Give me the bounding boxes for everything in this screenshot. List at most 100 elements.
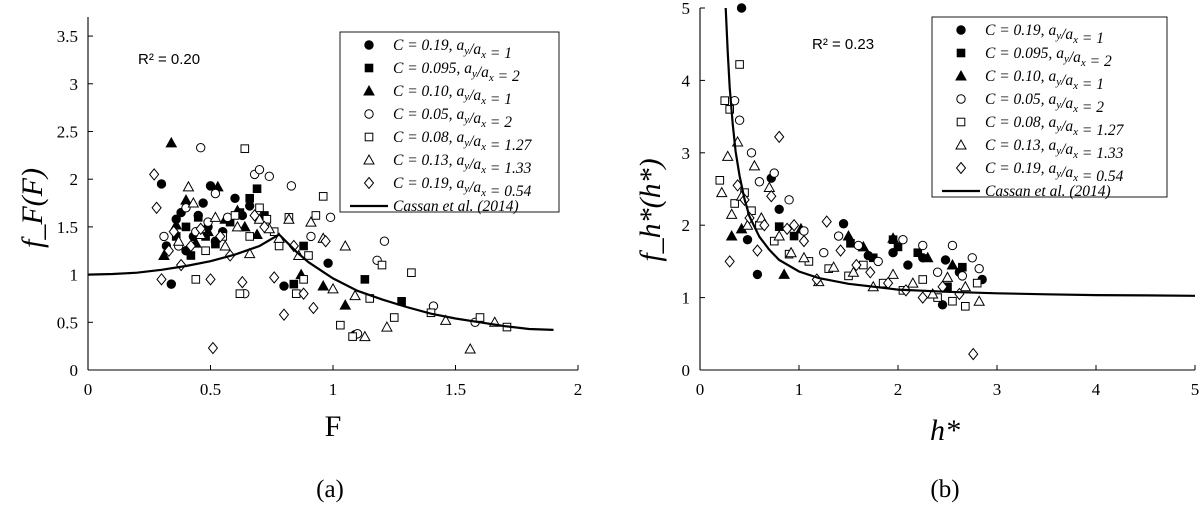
legend-marker (956, 117, 966, 127)
data-point (959, 281, 971, 292)
x-tick-label: 0 (696, 380, 705, 399)
data-point (311, 211, 321, 220)
data-point (736, 3, 747, 13)
legend-label: C = 0.13, ay/ax = 1.33 (985, 137, 1124, 162)
data-point (789, 231, 799, 241)
panel-a-x-ticks: 0 0.5 1 1.5 2 (84, 365, 583, 399)
data-point (726, 230, 738, 241)
data-point (289, 279, 299, 289)
data-point (735, 60, 744, 69)
data-point (957, 271, 968, 281)
data-point (766, 190, 777, 203)
y-tick-label: 5 (682, 0, 691, 18)
data-point (769, 236, 779, 246)
data-point (210, 188, 221, 199)
panel-b-x-ticks: 0 1 2 3 4 5 (696, 365, 1199, 399)
data-point (726, 208, 738, 219)
data-point (917, 291, 928, 304)
panel-a-y-label: f_F(F) (16, 168, 49, 248)
data-point (198, 198, 208, 208)
data-point (245, 201, 255, 211)
data-point (932, 267, 943, 277)
x-tick-label: 2 (574, 380, 583, 399)
data-point (230, 211, 240, 220)
data-point (937, 300, 948, 310)
panel-a-r2-annotation: R² = 0.20 (138, 51, 200, 68)
legend-label: C = 0.19, ay/ax = 0.54 (985, 160, 1124, 185)
data-point (907, 277, 919, 288)
data-point (336, 320, 345, 330)
data-point (947, 240, 958, 251)
data-point (974, 263, 984, 274)
data-point (156, 273, 167, 286)
data-point (252, 184, 262, 194)
legend-label: Cassan et al. (2014) (985, 183, 1111, 200)
x-tick-label: 1 (329, 380, 338, 399)
y-tick-label: 3.5 (57, 27, 78, 46)
data-point (774, 130, 785, 143)
data-point (769, 168, 779, 178)
y-tick-label: 2 (682, 216, 691, 235)
data-point (715, 176, 725, 185)
data-point (913, 248, 923, 258)
data-point (304, 251, 313, 260)
data-point (887, 268, 899, 279)
data-point (730, 199, 739, 208)
legend-label: C = 0.08, ay/ax = 1.27 (393, 129, 533, 154)
data-point (838, 219, 849, 229)
data-point (407, 268, 416, 277)
y-tick-label: 3 (70, 75, 79, 94)
panel-b-x-label: h* (930, 414, 960, 447)
data-point (379, 236, 390, 246)
data-point (182, 181, 194, 192)
data-point (942, 271, 953, 282)
panel-b-y-ticks: 0 1 2 3 4 5 (682, 0, 705, 380)
data-point (377, 260, 387, 270)
panel-b-legend-box (931, 16, 1168, 198)
legend-label: C = 0.10, ay/ax = 1 (393, 83, 512, 108)
data-point (274, 241, 284, 251)
panel-b: 0 1 2 3 4 5 0 1 2 3 4 5 h* f_h*(h*) R² = 0.23 C = … (634, 0, 1199, 503)
y-tick-label: 2.5 (57, 122, 78, 141)
data-point (166, 279, 177, 289)
legend-label: C = 0.05, ay/ax = 2 (393, 106, 512, 131)
data-point (180, 194, 192, 205)
data-point (763, 182, 775, 193)
y-tick-label: 2 (70, 170, 79, 189)
data-point (903, 260, 913, 270)
data-point (348, 332, 357, 341)
data-point (149, 168, 160, 181)
legend-label: Cassan et al. (2014) (393, 198, 519, 215)
panel-b-axes (699, 8, 1195, 371)
legend-label: C = 0.095, ay/ax = 2 (985, 45, 1112, 70)
data-point (833, 231, 844, 241)
data-point (209, 211, 221, 222)
data-point (279, 308, 289, 321)
panel-a-legend: C = 0.19, ay/ax = 1C = 0.095, ay/ax = 2C… (339, 31, 560, 215)
legend-marker (956, 48, 966, 58)
data-point (262, 214, 272, 224)
data-point (752, 269, 763, 280)
data-point (742, 234, 753, 245)
data-point (193, 213, 203, 222)
data-point (299, 241, 308, 251)
data-point (873, 256, 883, 267)
data-point (235, 289, 245, 298)
data-point (299, 275, 308, 284)
y-tick-label: 3 (682, 144, 691, 163)
data-point (972, 278, 982, 288)
data-point (973, 295, 985, 306)
data-point (774, 204, 784, 214)
data-point (940, 255, 951, 265)
data-point (898, 234, 908, 245)
data-point (264, 171, 274, 182)
data-point (191, 275, 201, 284)
data-point (720, 96, 730, 105)
series-7 (149, 168, 331, 355)
legend-label: C = 0.19, ay/ax = 0.54 (393, 175, 532, 200)
data-point (156, 179, 167, 189)
data-point (245, 193, 254, 203)
data-point (339, 240, 351, 251)
data-point (799, 226, 809, 236)
data-point (230, 193, 240, 203)
